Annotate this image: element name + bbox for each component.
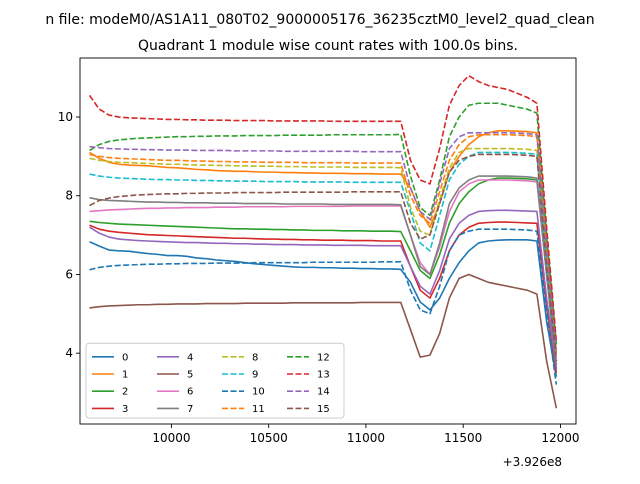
legend-label-11: 11 xyxy=(252,404,265,415)
legend-label-6: 6 xyxy=(187,387,193,398)
series-line-0 xyxy=(89,239,558,377)
legend-label-12: 12 xyxy=(317,352,330,363)
series-line-8 xyxy=(89,147,558,354)
y-tick-label: 8 xyxy=(65,189,73,203)
series-line-5 xyxy=(89,273,558,409)
legend-label-4: 4 xyxy=(187,352,193,363)
series-line-9 xyxy=(89,151,558,358)
series-lines xyxy=(88,74,558,409)
legend-label-9: 9 xyxy=(252,370,258,381)
x-axis-offset-label: +3.926e8 xyxy=(503,455,562,469)
series-line-14 xyxy=(89,131,558,354)
series-line-11 xyxy=(89,133,558,354)
legend-label-14: 14 xyxy=(317,387,330,398)
series-line-15 xyxy=(89,153,558,362)
x-tick-label: 11000 xyxy=(347,431,385,445)
legend-label-1: 1 xyxy=(122,370,128,381)
series-line-2 xyxy=(89,177,558,369)
legend-label-10: 10 xyxy=(252,387,265,398)
x-tick-label: 12000 xyxy=(541,431,579,445)
legend-label-13: 13 xyxy=(317,370,330,381)
figure-suptitle: n file: modeM0/AS1A11_080T02_9000005176_… xyxy=(45,12,594,28)
series-line-10 xyxy=(89,228,558,385)
legend-label-7: 7 xyxy=(187,404,193,415)
series-line-6 xyxy=(89,179,558,362)
axes-frame xyxy=(79,57,577,425)
y-tick-label: 4 xyxy=(65,346,73,360)
legend-box xyxy=(85,342,345,419)
legend-label-15: 15 xyxy=(317,404,330,415)
legend-label-2: 2 xyxy=(122,387,128,398)
series-line-12 xyxy=(89,102,558,346)
series-line-13 xyxy=(88,74,558,342)
legend-label-8: 8 xyxy=(252,352,258,363)
legend-label-3: 3 xyxy=(122,404,128,415)
series-line-4 xyxy=(89,209,558,370)
chart-title: Quadrant 1 module wise count rates with … xyxy=(138,38,518,54)
series-line-1 xyxy=(89,130,558,354)
x-tick-label: 11500 xyxy=(444,431,482,445)
x-tick-label: 10500 xyxy=(250,431,288,445)
y-tick-label: 6 xyxy=(65,267,73,281)
legend-label-5: 5 xyxy=(187,370,193,381)
series-line-3 xyxy=(89,221,558,373)
y-tick-label: 10 xyxy=(58,110,73,124)
x-tick-label: 10000 xyxy=(152,431,190,445)
legend-label-0: 0 xyxy=(122,352,128,363)
series-line-7 xyxy=(89,175,558,366)
plot-area xyxy=(88,74,558,409)
